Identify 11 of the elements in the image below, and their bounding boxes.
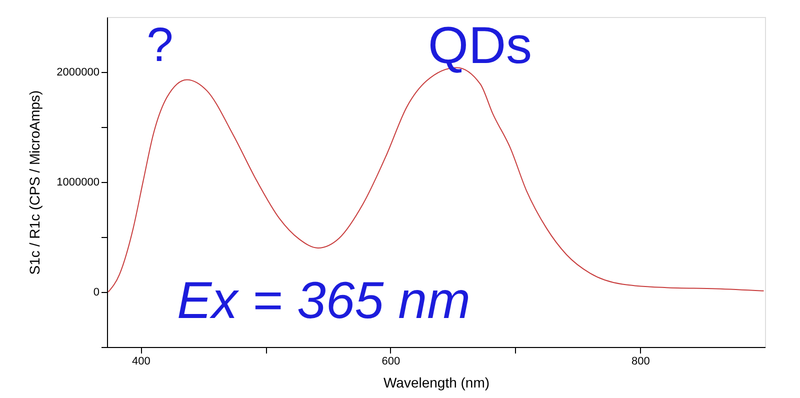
annotation: ? xyxy=(146,19,174,72)
y-axis-title: S1c / R1c (CPS / MicroAmps) xyxy=(26,90,43,275)
x-tick-label: 600 xyxy=(382,356,400,368)
x-tick-label: 400 xyxy=(132,356,150,368)
x-axis-title: Wavelength (nm) xyxy=(383,374,490,390)
y-tick-label: 1000000 xyxy=(56,176,100,188)
y-tick-label: 2000000 xyxy=(56,66,100,78)
annotation: Ex = 365 nm xyxy=(177,272,470,330)
x-tick-label: 800 xyxy=(631,356,650,368)
annotation: QDs xyxy=(428,17,532,75)
y-tick-label: 0 xyxy=(93,286,100,298)
